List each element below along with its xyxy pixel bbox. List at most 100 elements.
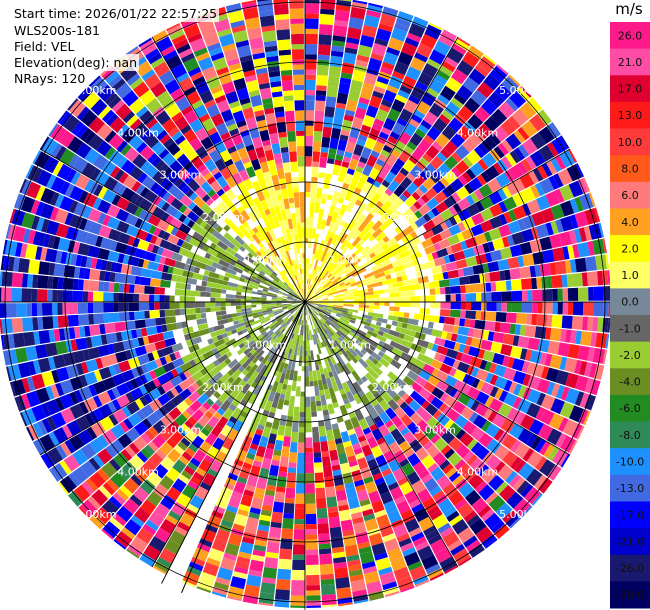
ray-gate xyxy=(251,306,262,311)
ray-gate xyxy=(4,240,18,257)
ray-gate xyxy=(460,302,467,310)
ray-gate xyxy=(444,385,454,395)
ray-gate xyxy=(450,97,464,109)
ray-gate xyxy=(0,255,5,271)
ray-gate xyxy=(58,130,75,148)
ray-gate xyxy=(283,95,294,102)
ray-gate xyxy=(368,235,376,242)
ray-gate xyxy=(462,420,473,432)
ray-gate xyxy=(355,354,362,361)
ray-gate xyxy=(67,136,84,154)
ray-gate xyxy=(106,204,121,218)
ray-gate xyxy=(249,348,256,355)
ray-gate xyxy=(293,74,305,86)
ray-gate xyxy=(541,207,555,223)
ray-gate xyxy=(59,196,74,212)
ray-gate xyxy=(265,421,273,429)
ray-gate xyxy=(475,283,487,293)
ray-gate xyxy=(180,282,187,290)
ray-gate xyxy=(448,205,458,216)
ray-gate xyxy=(291,380,297,392)
ray-gate xyxy=(1,271,13,287)
ray-gate xyxy=(128,311,135,321)
ray-gate xyxy=(334,437,343,445)
ray-gate xyxy=(457,268,464,277)
ray-gate xyxy=(323,282,334,290)
ray-gate xyxy=(253,282,260,287)
ray-gate xyxy=(139,396,149,407)
ray-gate xyxy=(423,134,435,145)
ray-gate xyxy=(393,266,400,273)
ray-gate xyxy=(320,573,335,580)
ray-gate xyxy=(505,280,512,291)
ray-gate xyxy=(414,210,423,219)
ray-gate xyxy=(199,376,208,385)
ray-gate xyxy=(238,318,244,324)
ray-gate xyxy=(454,38,470,51)
ray-gate xyxy=(286,182,293,194)
ray-gate xyxy=(522,448,535,462)
ray-gate xyxy=(560,453,570,468)
ray-gate xyxy=(310,307,319,315)
ray-gate xyxy=(35,246,43,260)
ray-gate xyxy=(333,269,343,278)
ray-gate xyxy=(96,448,113,465)
ray-gate xyxy=(367,238,379,249)
ray-gate xyxy=(241,270,253,278)
ray-gate xyxy=(392,523,408,538)
ray-gate xyxy=(444,375,458,387)
ray-gate xyxy=(481,467,497,484)
ray-gate xyxy=(220,293,226,298)
ray-gate xyxy=(41,371,55,387)
ray-gate xyxy=(305,171,312,182)
ray-gate xyxy=(258,519,271,527)
ray-gate xyxy=(174,288,186,296)
ray-gate xyxy=(439,177,450,188)
ray-gate xyxy=(42,233,51,248)
colorbar-tick-label: 17.0 xyxy=(618,83,643,96)
ray-gate xyxy=(358,302,365,305)
ray-gate xyxy=(305,366,309,377)
ray-gate xyxy=(176,521,191,532)
ray-gate xyxy=(175,315,182,323)
ray-gate xyxy=(263,336,273,346)
ray-gate xyxy=(339,282,345,287)
ray-gate xyxy=(409,412,423,425)
ray-gate xyxy=(204,365,212,373)
ray-gate xyxy=(245,302,252,306)
ray-gate xyxy=(225,302,231,307)
ray-gate xyxy=(358,307,364,311)
ray-gate xyxy=(240,494,253,507)
ray-gate xyxy=(330,536,344,549)
ray-gate xyxy=(351,285,358,290)
ray-gate xyxy=(544,353,553,367)
ray-gate xyxy=(426,87,440,98)
ray-gate xyxy=(130,474,143,487)
ray-gate xyxy=(241,292,252,297)
ray-gate xyxy=(298,176,305,182)
ray-gate xyxy=(305,18,319,29)
ray-gate xyxy=(381,179,391,188)
ray-gate xyxy=(47,235,56,249)
ray-gate xyxy=(364,302,375,306)
ray-gate xyxy=(234,322,246,329)
ray-gate xyxy=(335,229,341,236)
ray-gate xyxy=(494,524,510,539)
ray-gate xyxy=(489,386,499,398)
ray-gate xyxy=(107,250,120,263)
ray-gate xyxy=(142,259,150,269)
ray-gate xyxy=(308,302,319,304)
ray-gate xyxy=(218,274,225,281)
ray-gate xyxy=(401,462,415,477)
ray-gate xyxy=(183,370,192,379)
ray-gate xyxy=(92,454,105,468)
ray-gate xyxy=(480,382,490,393)
ray-gate xyxy=(305,462,314,474)
ray-gate xyxy=(506,407,522,423)
ray-gate xyxy=(228,416,238,424)
ray-gate xyxy=(507,356,515,369)
ray-gate xyxy=(255,428,264,436)
ray-gate xyxy=(90,335,103,348)
ray-gate xyxy=(326,309,333,313)
ray-gate xyxy=(215,310,227,316)
